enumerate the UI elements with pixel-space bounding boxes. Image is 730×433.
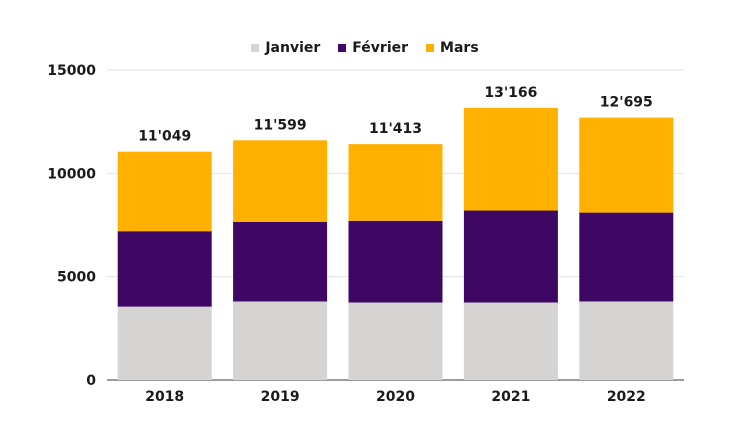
bar-segment-mars — [579, 117, 674, 213]
x-tick-label: 2019 — [261, 389, 300, 405]
legend-item-fevrier: Février — [338, 40, 408, 56]
legend-label-mars: Mars — [440, 40, 479, 56]
legend-swatch-janvier — [251, 44, 260, 52]
bar-segment-janvier — [233, 301, 328, 380]
bar-segment-mars — [233, 140, 328, 222]
x-tick-label: 2020 — [376, 389, 415, 405]
x-tick-label: 2018 — [145, 389, 184, 405]
x-tick-label: 2021 — [491, 389, 530, 405]
legend-item-janvier: Janvier — [251, 40, 320, 56]
bar-segment-mars — [463, 107, 558, 211]
total-label: 12'695 — [600, 95, 653, 111]
total-label: 11'599 — [254, 117, 307, 133]
total-label: 11'049 — [138, 129, 191, 145]
bar-segment-février — [117, 231, 212, 307]
x-tick-label: 2022 — [607, 389, 646, 405]
bar-segment-janvier — [117, 306, 212, 380]
bar-segment-mars — [117, 151, 212, 232]
total-label: 11'413 — [369, 121, 422, 137]
legend-swatch-mars — [426, 44, 435, 52]
y-tick-label: 0 — [86, 373, 96, 389]
legend-swatch-fevrier — [338, 44, 347, 52]
y-tick-label: 5000 — [57, 270, 96, 286]
legend-label-janvier: Janvier — [265, 40, 321, 56]
legend-label-fevrier: Février — [352, 40, 409, 56]
bar-segment-février — [579, 212, 674, 302]
bar-segment-février — [348, 220, 443, 303]
y-tick-label: 15000 — [47, 63, 96, 79]
total-label: 13'166 — [484, 85, 537, 101]
y-tick-label: 10000 — [47, 166, 96, 182]
bar-segment-janvier — [463, 302, 558, 380]
legend: Janvier Février Mars — [0, 40, 730, 56]
legend-item-mars: Mars — [426, 40, 479, 56]
bar-segment-janvier — [348, 302, 443, 380]
bar-segment-février — [463, 210, 558, 303]
bar-segment-février — [233, 221, 328, 302]
bar-segment-janvier — [579, 301, 674, 380]
bar-segment-mars — [348, 144, 443, 221]
